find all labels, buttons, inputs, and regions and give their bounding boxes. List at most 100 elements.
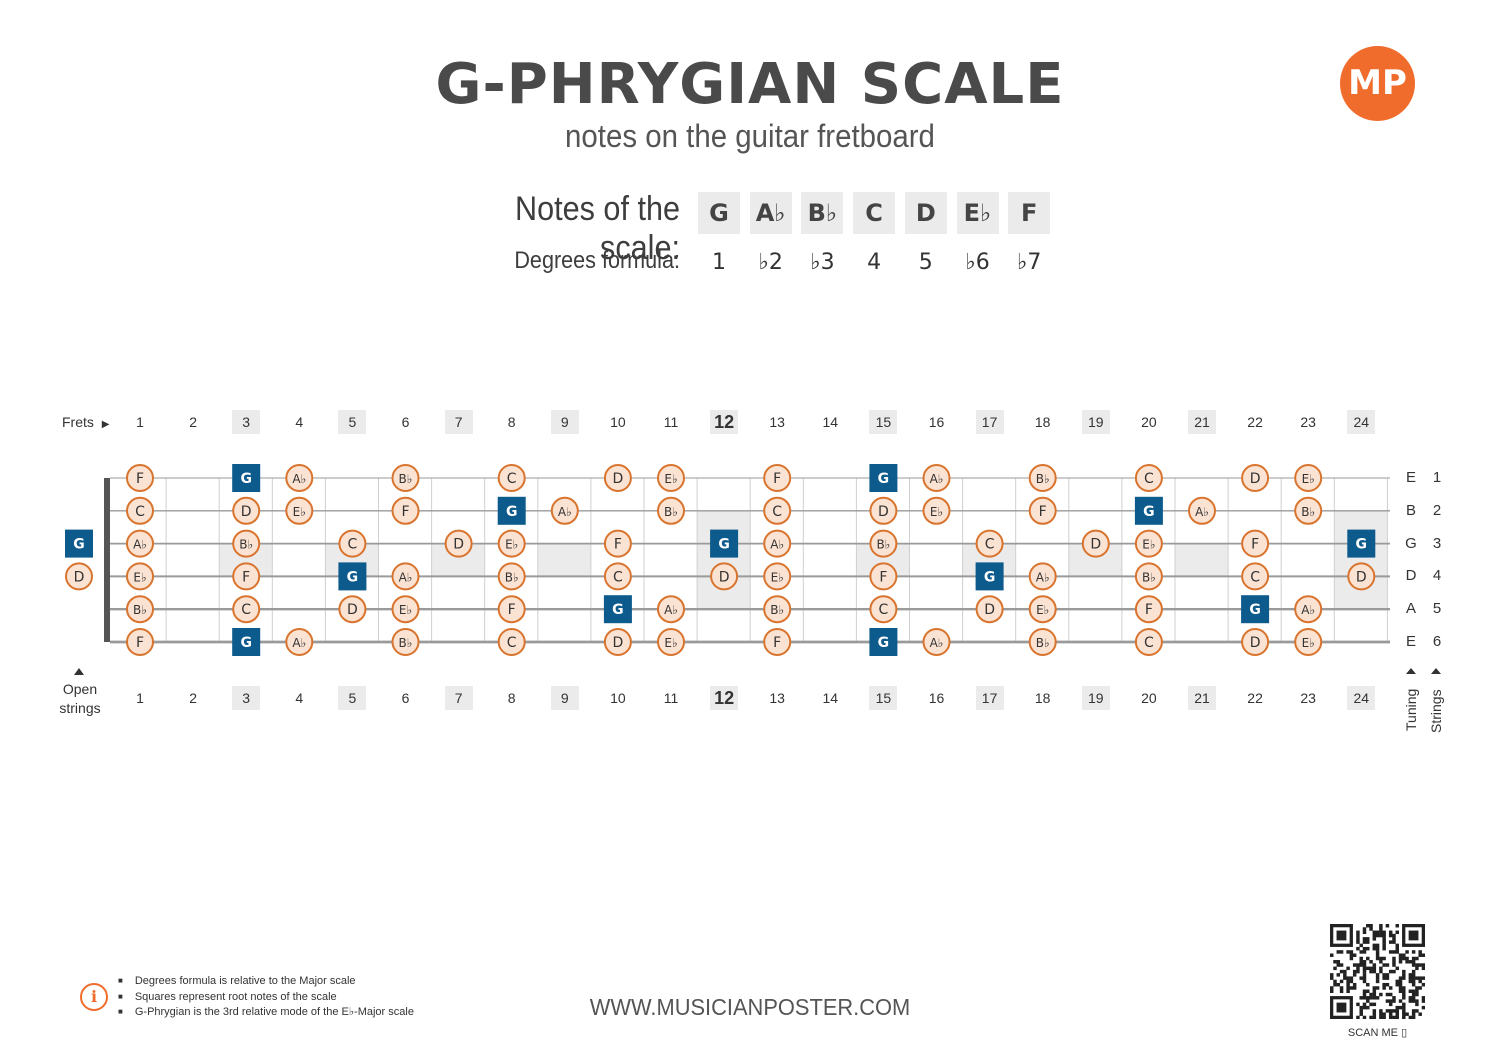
note-marker [975, 529, 1004, 558]
note-label: G [240, 635, 252, 651]
fret-number: 20 [1141, 690, 1157, 706]
note-label: E♭ [293, 505, 306, 519]
fret-number: 7 [444, 410, 473, 434]
fret-number: 13 [769, 690, 785, 706]
qr-code-icon[interactable] [1330, 924, 1425, 1019]
fret-number: 23 [1300, 690, 1316, 706]
fret-number: 24 [1347, 410, 1376, 434]
note-marker [126, 562, 154, 591]
fret-number: 12 [710, 410, 739, 434]
string-number: 5 [1432, 600, 1442, 618]
note-label: G [240, 471, 252, 487]
string-number: 6 [1432, 633, 1442, 650]
note-label: G [1143, 504, 1155, 520]
string-number: 4 [1432, 567, 1442, 585]
note-label: E♭ [1302, 636, 1315, 650]
note-label: E♭ [1036, 603, 1049, 617]
note-label: F [1145, 602, 1153, 618]
triangle-up-icon [74, 668, 84, 675]
fret-number: 18 [1034, 690, 1051, 706]
note-label: F [1251, 537, 1259, 553]
triangle-up-icon [1431, 668, 1441, 674]
note-label: G [878, 471, 890, 487]
note-label: B♭ [1036, 472, 1050, 486]
note-marker [1134, 529, 1163, 558]
note-label: F [1039, 504, 1047, 520]
note-label: B♭ [505, 570, 519, 584]
note-label: C [772, 504, 782, 520]
scale-degree: 4 [867, 250, 882, 275]
note-marker [603, 529, 632, 558]
note-marker [922, 628, 951, 656]
note-label: E♭ [664, 636, 677, 650]
note-marker [497, 529, 526, 558]
note-label: A♭ [399, 570, 413, 584]
root-note-marker [497, 496, 526, 525]
note-marker [497, 464, 526, 492]
note-label: B♭ [876, 538, 890, 552]
note-label: E♭ [399, 603, 412, 617]
note-label: C [348, 537, 358, 553]
string-tuning: G [1405, 534, 1417, 552]
fret-number: 3 [232, 410, 261, 434]
note-marker [869, 562, 898, 591]
note-marker [126, 464, 154, 492]
note-marker [1028, 496, 1057, 525]
note-marker [232, 496, 261, 525]
root-note-marker [232, 628, 261, 656]
note-label: A♭ [1195, 505, 1209, 519]
note-label: B♭ [399, 636, 413, 650]
string-number: 1 [1432, 469, 1442, 486]
scale-note-box: G [698, 192, 740, 234]
note-label: C [507, 471, 517, 487]
note-label: D [74, 569, 85, 585]
scale-note-box: D [904, 192, 947, 234]
note-marker [497, 562, 526, 591]
note-label: C [241, 602, 251, 618]
fret-number: 22 [1247, 690, 1263, 706]
fret-number: 13 [769, 414, 785, 430]
fret-number: 9 [550, 686, 579, 710]
note-label: F [242, 569, 250, 585]
note-marker [603, 464, 632, 492]
degrees-formula-label: Degrees formula: [514, 247, 680, 274]
root-note-marker [65, 529, 93, 558]
note-label: B♭ [239, 538, 253, 552]
note-marker [232, 595, 261, 624]
note-label: D [1250, 635, 1261, 651]
info-icon: i [80, 983, 108, 1011]
root-note-marker [338, 562, 367, 591]
note-label: F [136, 471, 144, 487]
fret-number: 6 [401, 414, 410, 430]
fret-number: 22 [1247, 414, 1263, 430]
note-label: E♭ [133, 570, 146, 584]
note-label: C [135, 504, 145, 520]
note-label: D [984, 602, 995, 618]
note-label: B♭ [399, 472, 413, 486]
note-marker [922, 496, 951, 525]
fret-number: 4 [295, 690, 304, 706]
fret-number: 2 [189, 690, 197, 706]
note-marker [763, 529, 792, 558]
note-marker [285, 496, 314, 525]
note-marker [232, 529, 261, 558]
note-label: C [1144, 471, 1154, 487]
note-label: G [1356, 537, 1368, 553]
note-label: B♭ [1301, 505, 1315, 519]
fret-number: 10 [610, 414, 626, 430]
note-label: E♭ [664, 472, 677, 486]
note-marker [603, 562, 632, 591]
note-marker [1241, 628, 1270, 656]
root-note-marker [1241, 595, 1270, 624]
fret-number: 14 [822, 414, 839, 430]
note-marker [285, 628, 314, 656]
fret-number: 2 [189, 414, 197, 430]
fret-number: 5 [338, 410, 367, 434]
website-link[interactable]: WWW.MUSICIANPOSTER.COM [589, 994, 911, 1020]
note-marker [444, 529, 473, 558]
note-marker [763, 562, 792, 591]
note-label: D [453, 537, 464, 553]
fret-number: 18 [1034, 414, 1051, 430]
note-label: D [241, 504, 252, 520]
triangle-up-icon [1406, 668, 1416, 674]
